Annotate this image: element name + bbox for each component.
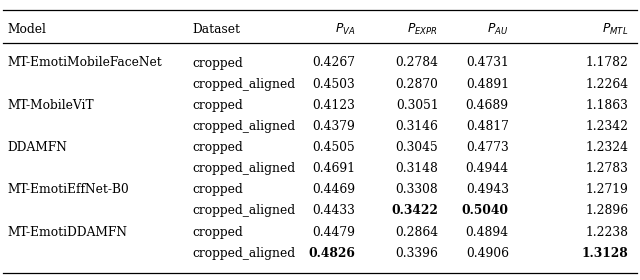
Text: 0.4891: 0.4891: [466, 78, 509, 91]
Text: cropped: cropped: [192, 99, 243, 112]
Text: cropped_aligned: cropped_aligned: [192, 120, 295, 133]
Text: 0.2784: 0.2784: [396, 57, 438, 69]
Text: 0.4479: 0.4479: [312, 226, 355, 239]
Text: cropped: cropped: [192, 57, 243, 69]
Text: 1.3128: 1.3128: [582, 247, 628, 260]
Text: 0.4469: 0.4469: [312, 183, 355, 196]
Text: 0.3045: 0.3045: [396, 141, 438, 154]
Text: MT-EmotiEffNet-B0: MT-EmotiEffNet-B0: [8, 183, 129, 196]
Text: 1.2719: 1.2719: [586, 183, 628, 196]
Text: cropped: cropped: [192, 226, 243, 239]
Text: 0.4731: 0.4731: [466, 57, 509, 69]
Text: 1.1782: 1.1782: [586, 57, 628, 69]
Text: 1.1863: 1.1863: [586, 99, 628, 112]
Text: 1.2324: 1.2324: [586, 141, 628, 154]
Text: 0.3148: 0.3148: [396, 162, 438, 175]
Text: Model: Model: [8, 23, 47, 36]
Text: 0.3146: 0.3146: [396, 120, 438, 133]
Text: MT-EmotiMobileFaceNet: MT-EmotiMobileFaceNet: [8, 57, 163, 69]
Text: 1.2342: 1.2342: [586, 120, 628, 133]
Text: MT-MobileViT: MT-MobileViT: [8, 99, 94, 112]
Text: 0.3308: 0.3308: [396, 183, 438, 196]
Text: 1.2783: 1.2783: [586, 162, 628, 175]
Text: 0.4773: 0.4773: [466, 141, 509, 154]
Text: 0.4379: 0.4379: [312, 120, 355, 133]
Text: 0.4817: 0.4817: [466, 120, 509, 133]
Text: $P_{AU}$: $P_{AU}$: [488, 22, 509, 37]
Text: cropped_aligned: cropped_aligned: [192, 78, 295, 91]
Text: 0.3396: 0.3396: [396, 247, 438, 260]
Text: DDAMFN: DDAMFN: [8, 141, 68, 154]
Text: cropped_aligned: cropped_aligned: [192, 204, 295, 218]
Text: cropped_aligned: cropped_aligned: [192, 162, 295, 175]
Text: 1.2264: 1.2264: [586, 78, 628, 91]
Text: cropped: cropped: [192, 141, 243, 154]
Text: 0.4123: 0.4123: [312, 99, 355, 112]
Text: Dataset: Dataset: [192, 23, 240, 36]
Text: 0.3422: 0.3422: [392, 204, 438, 218]
Text: 0.2870: 0.2870: [396, 78, 438, 91]
Text: cropped_aligned: cropped_aligned: [192, 247, 295, 260]
Text: 0.4906: 0.4906: [466, 247, 509, 260]
Text: 0.4944: 0.4944: [466, 162, 509, 175]
Text: 0.4433: 0.4433: [312, 204, 355, 218]
Text: 0.4267: 0.4267: [312, 57, 355, 69]
Text: 0.4689: 0.4689: [466, 99, 509, 112]
Text: 0.4503: 0.4503: [312, 78, 355, 91]
Text: 0.4505: 0.4505: [312, 141, 355, 154]
Text: $P_{MTL}$: $P_{MTL}$: [602, 22, 628, 37]
Text: cropped: cropped: [192, 183, 243, 196]
Text: 0.4943: 0.4943: [466, 183, 509, 196]
Text: 1.2896: 1.2896: [586, 204, 628, 218]
Text: MT-EmotiDDAMFN: MT-EmotiDDAMFN: [8, 226, 128, 239]
Text: 0.4894: 0.4894: [466, 226, 509, 239]
Text: $P_{VA}$: $P_{VA}$: [335, 22, 355, 37]
Text: 0.4826: 0.4826: [308, 247, 355, 260]
Text: 0.2864: 0.2864: [396, 226, 438, 239]
Text: 0.4691: 0.4691: [312, 162, 355, 175]
Text: $P_{EXPR}$: $P_{EXPR}$: [408, 22, 438, 37]
Text: 1.2238: 1.2238: [586, 226, 628, 239]
Text: 0.5040: 0.5040: [462, 204, 509, 218]
Text: 0.3051: 0.3051: [396, 99, 438, 112]
